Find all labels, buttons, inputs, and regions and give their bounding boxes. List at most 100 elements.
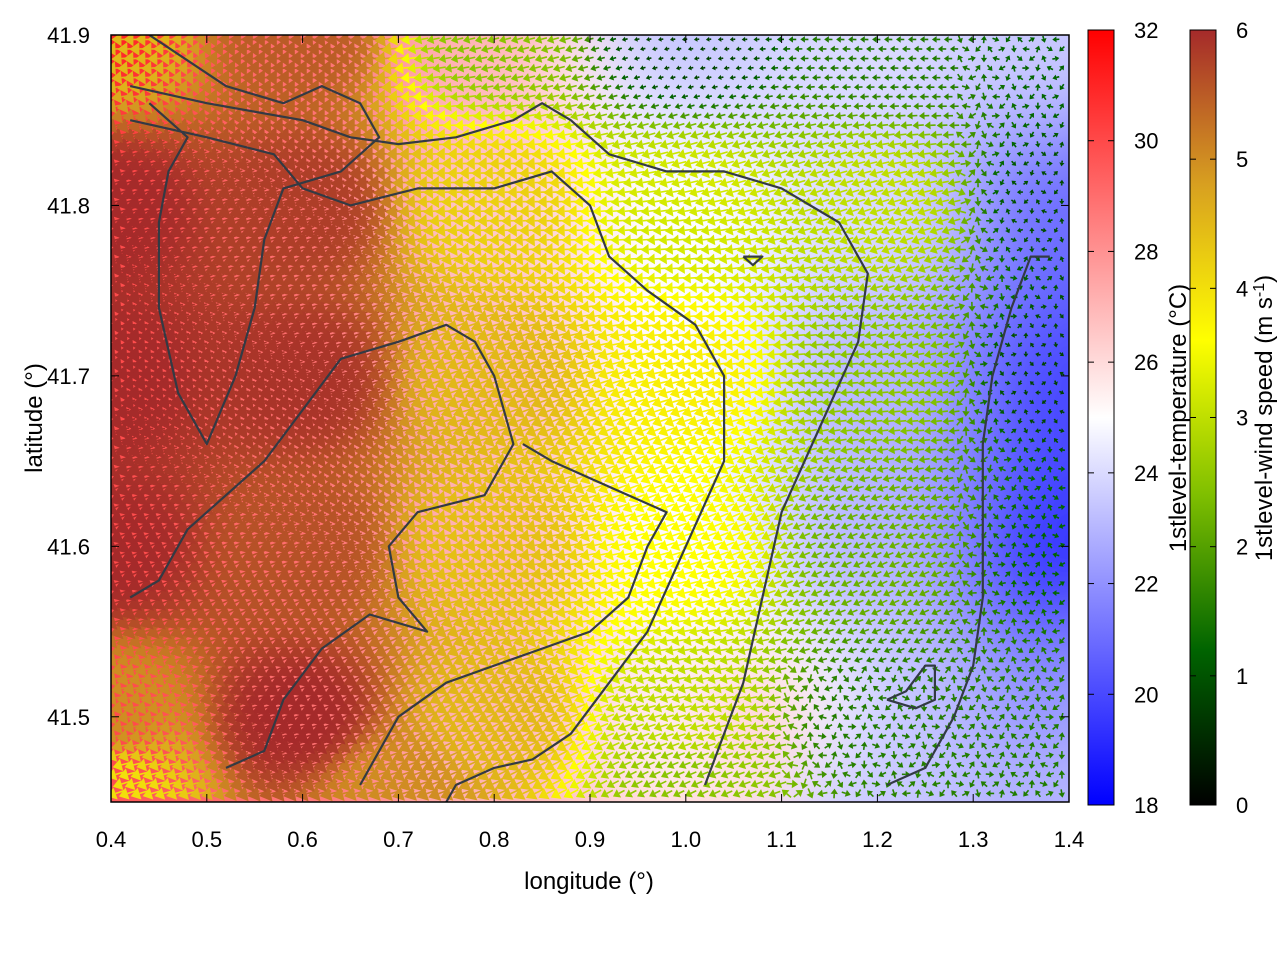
- wind-arrow-shaft: [985, 734, 990, 737]
- wind-arrow-shaft: [774, 715, 781, 718]
- wind-arrow-shaft: [996, 724, 1001, 728]
- wind-arrow-shaft: [1060, 736, 1063, 741]
- wind-arrow-shaft: [828, 686, 833, 690]
- wind-arrow-head: [189, 786, 201, 801]
- wind-arrow-shaft: [882, 734, 887, 737]
- wind-arrow-shaft: [809, 674, 813, 679]
- wind-arrow-shaft: [1045, 754, 1050, 757]
- wind-arrow-shaft: [1045, 677, 1050, 680]
- wind-arrow-shaft: [966, 659, 971, 662]
- wind-arrow-shaft: [768, 686, 775, 690]
- wind-arrow-shaft: [1015, 725, 1020, 728]
- wind-arrow-shaft: [966, 734, 971, 737]
- wind-arrow-shaft: [936, 706, 941, 710]
- wind-arrow-shaft: [1013, 622, 1016, 626]
- wind-arrow-shaft: [976, 698, 979, 703]
- wind-arrow-shaft: [768, 705, 775, 709]
- wind-arrow-shaft: [991, 706, 996, 710]
- wind-arrow-head: [259, 785, 273, 802]
- wind-arrow-shaft: [1039, 781, 1044, 785]
- wind-arrow-shaft: [991, 629, 996, 632]
- wind-arrow-shaft: [877, 716, 882, 719]
- wind-arrow-shaft: [847, 764, 852, 767]
- wind-arrow-shaft: [798, 657, 804, 661]
- plot-area: [111, 35, 1069, 802]
- wind-arrow-head: [177, 787, 190, 800]
- wind-arrow-head: [201, 786, 213, 801]
- wind-arrow-shaft: [1050, 772, 1055, 775]
- wind-arrow-shaft: [936, 782, 941, 785]
- wind-arrow-shaft: [832, 755, 835, 760]
- wind-arrow-shaft: [1021, 659, 1026, 662]
- wind-arrow-shaft: [858, 657, 863, 661]
- wind-arrow-shaft: [1037, 617, 1040, 622]
- wind-arrow-shaft: [762, 676, 770, 680]
- wind-arrow-head: [307, 785, 321, 802]
- wind-arrow-shaft: [762, 696, 770, 699]
- wind-arrow-shaft: [899, 669, 903, 674]
- wind-arrow-shaft: [901, 734, 906, 737]
- wind-arrow-shaft: [1006, 741, 1009, 746]
- wind-arrow-shaft: [822, 657, 828, 661]
- wind-arrow-head: [154, 787, 166, 800]
- wind-arrow-shaft: [780, 724, 787, 728]
- wind-arrow-shaft: [1007, 765, 1010, 770]
- wind-arrow-shaft: [1029, 746, 1033, 750]
- wind-arrow-shaft: [871, 782, 876, 785]
- wind-arrow-shaft: [817, 734, 822, 737]
- wind-arrow-shaft: [977, 774, 980, 779]
- wind-arrow-shaft: [847, 686, 852, 690]
- wind-arrow-shaft: [1007, 665, 1010, 670]
- wind-arrow-shaft: [1061, 712, 1064, 717]
- wind-arrow-shaft: [961, 754, 966, 758]
- wind-arrow-shaft: [942, 676, 947, 680]
- wind-arrow-shaft: [1000, 793, 1003, 798]
- wind-arrow-shaft: [780, 667, 787, 671]
- wind-arrow-head: [224, 786, 237, 802]
- wind-arrow-shaft: [916, 793, 919, 798]
- wind-arrow-head: [118, 787, 130, 800]
- wind-arrow-shaft: [876, 764, 881, 767]
- wind-arrow-shaft: [1060, 789, 1063, 794]
- wind-arrow-head: [235, 785, 249, 802]
- wind-arrow-shaft: [1020, 782, 1025, 785]
- wind-arrow-shaft: [955, 782, 960, 785]
- wind-arrow-shaft: [810, 657, 816, 661]
- wind-arrow-shaft: [780, 705, 787, 709]
- wind-arrow-head: [331, 786, 345, 801]
- wind-arrow-shaft: [972, 629, 977, 632]
- wind-arrow-head: [271, 785, 285, 802]
- wind-arrow-shaft: [922, 741, 925, 746]
- wind-arrow-shaft: [833, 769, 836, 775]
- wind-arrow-head: [319, 786, 333, 802]
- wind-arrow-shaft: [798, 696, 804, 699]
- wind-arrow-shaft: [822, 791, 828, 795]
- wind-arrow-shaft: [863, 722, 866, 727]
- wind-arrow-shaft: [976, 789, 979, 794]
- wind-arrow-head: [142, 787, 154, 800]
- wind-arrow-head: [283, 785, 297, 802]
- wind-arrow-shaft: [1020, 706, 1025, 710]
- wind-arrow-shaft: [1051, 649, 1056, 653]
- wind-arrow-shaft: [893, 774, 896, 779]
- temperature-cell: [1035, 35, 1069, 69]
- wind-arrow-shaft: [846, 657, 851, 661]
- wind-arrow-shaft: [808, 750, 812, 756]
- wind-arrow-head: [212, 786, 225, 801]
- wind-arrow-head: [166, 787, 178, 800]
- wind-arrow-shaft: [1037, 717, 1040, 722]
- wind-arrow-head: [111, 787, 118, 800]
- wind-arrow-shaft: [774, 677, 781, 680]
- wind-arrow-shaft: [823, 668, 828, 671]
- wind-arrow-shaft: [961, 677, 966, 680]
- wind-arrow-shaft: [912, 686, 917, 690]
- wind-arrow-shaft: [893, 674, 897, 679]
- wind-arrow-shaft: [906, 716, 911, 720]
- wind-arrow-head: [295, 785, 309, 802]
- wind-arrow-head: [247, 785, 261, 802]
- wind-arrow-shaft: [923, 727, 926, 731]
- wind-arrow-shaft: [834, 657, 839, 661]
- wind-arrow-shaft: [780, 686, 787, 690]
- wind-arrow-shaft: [1036, 641, 1039, 645]
